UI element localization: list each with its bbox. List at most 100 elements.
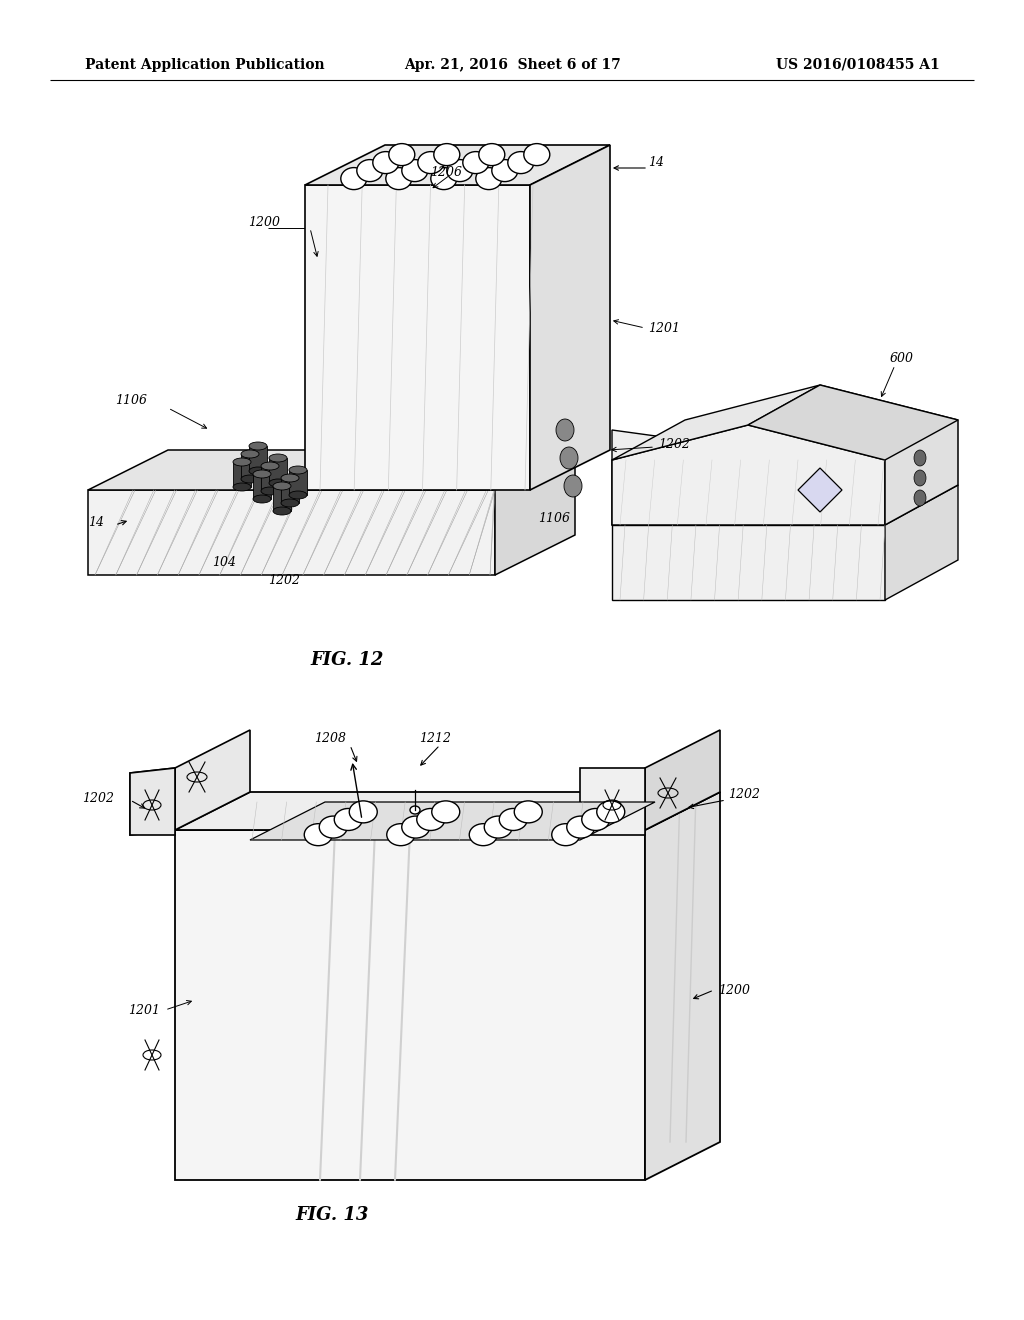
Polygon shape <box>580 792 720 830</box>
Ellipse shape <box>446 160 473 182</box>
Polygon shape <box>88 450 575 490</box>
Ellipse shape <box>387 824 415 846</box>
Ellipse shape <box>373 152 398 174</box>
Text: 600: 600 <box>890 351 914 364</box>
Ellipse shape <box>514 801 543 822</box>
Ellipse shape <box>249 467 267 475</box>
Polygon shape <box>241 454 259 479</box>
Polygon shape <box>820 385 958 525</box>
Polygon shape <box>88 490 495 576</box>
Ellipse shape <box>463 152 488 174</box>
Ellipse shape <box>492 160 518 182</box>
Ellipse shape <box>241 450 259 458</box>
Text: 1106: 1106 <box>538 511 570 524</box>
Text: 1200: 1200 <box>248 215 280 228</box>
Polygon shape <box>175 830 645 1180</box>
Ellipse shape <box>524 144 550 165</box>
Ellipse shape <box>556 418 574 441</box>
Ellipse shape <box>434 144 460 165</box>
Ellipse shape <box>401 816 430 838</box>
Polygon shape <box>612 430 885 525</box>
Polygon shape <box>130 768 175 836</box>
Text: 1208: 1208 <box>314 731 346 744</box>
Text: 1212: 1212 <box>419 731 451 744</box>
Text: FIG. 12: FIG. 12 <box>310 651 383 669</box>
Ellipse shape <box>261 487 279 495</box>
Ellipse shape <box>304 824 332 846</box>
Text: 14: 14 <box>648 157 664 169</box>
Polygon shape <box>130 768 175 836</box>
Ellipse shape <box>560 447 578 469</box>
Ellipse shape <box>431 168 457 190</box>
Text: 104: 104 <box>212 557 236 569</box>
Ellipse shape <box>253 495 271 503</box>
Ellipse shape <box>281 474 299 482</box>
Polygon shape <box>305 145 610 185</box>
Ellipse shape <box>233 483 251 491</box>
Text: Patent Application Publication: Patent Application Publication <box>85 58 325 73</box>
Polygon shape <box>250 803 655 840</box>
Text: 1200: 1200 <box>718 983 750 997</box>
Ellipse shape <box>356 160 383 182</box>
Polygon shape <box>612 385 820 459</box>
Ellipse shape <box>484 816 512 838</box>
Ellipse shape <box>253 470 271 478</box>
Ellipse shape <box>386 168 412 190</box>
Polygon shape <box>645 792 720 1180</box>
Ellipse shape <box>914 450 926 466</box>
Polygon shape <box>289 470 307 495</box>
Text: FIG. 13: FIG. 13 <box>295 1206 369 1224</box>
Ellipse shape <box>389 144 415 165</box>
Polygon shape <box>495 450 575 576</box>
Ellipse shape <box>273 507 291 515</box>
Text: 1202: 1202 <box>728 788 760 801</box>
Ellipse shape <box>418 152 443 174</box>
Ellipse shape <box>566 816 595 838</box>
Polygon shape <box>305 185 530 490</box>
Ellipse shape <box>582 808 609 830</box>
Ellipse shape <box>281 499 299 507</box>
Text: 1206: 1206 <box>430 165 462 178</box>
Ellipse shape <box>417 808 444 830</box>
Text: 1201: 1201 <box>648 322 680 334</box>
Polygon shape <box>612 425 885 525</box>
Ellipse shape <box>469 824 498 846</box>
Text: 1202: 1202 <box>658 438 690 451</box>
Ellipse shape <box>479 144 505 165</box>
Polygon shape <box>645 730 720 830</box>
Ellipse shape <box>289 491 307 499</box>
Ellipse shape <box>410 807 420 814</box>
Text: 14: 14 <box>88 516 104 529</box>
Polygon shape <box>798 469 842 512</box>
Ellipse shape <box>564 475 582 498</box>
Text: 1202: 1202 <box>82 792 114 804</box>
Polygon shape <box>281 478 299 503</box>
Polygon shape <box>748 385 958 459</box>
Text: Apr. 21, 2016  Sheet 6 of 17: Apr. 21, 2016 Sheet 6 of 17 <box>403 58 621 73</box>
Polygon shape <box>612 484 958 525</box>
Ellipse shape <box>341 168 367 190</box>
Ellipse shape <box>241 475 259 483</box>
Polygon shape <box>253 474 271 499</box>
Polygon shape <box>261 466 279 491</box>
Ellipse shape <box>269 454 287 462</box>
Text: 1106: 1106 <box>115 393 147 407</box>
Ellipse shape <box>500 808 527 830</box>
Polygon shape <box>269 458 287 483</box>
Ellipse shape <box>432 801 460 822</box>
Polygon shape <box>612 525 885 601</box>
Text: 1201: 1201 <box>128 1003 160 1016</box>
Polygon shape <box>580 768 645 836</box>
Polygon shape <box>885 484 958 601</box>
Ellipse shape <box>914 490 926 506</box>
Polygon shape <box>530 145 610 490</box>
Ellipse shape <box>914 470 926 486</box>
Ellipse shape <box>552 824 580 846</box>
Ellipse shape <box>289 466 307 474</box>
Ellipse shape <box>273 482 291 490</box>
Ellipse shape <box>233 458 251 466</box>
Polygon shape <box>273 486 291 511</box>
Ellipse shape <box>249 442 267 450</box>
Ellipse shape <box>597 801 625 822</box>
Ellipse shape <box>476 168 502 190</box>
